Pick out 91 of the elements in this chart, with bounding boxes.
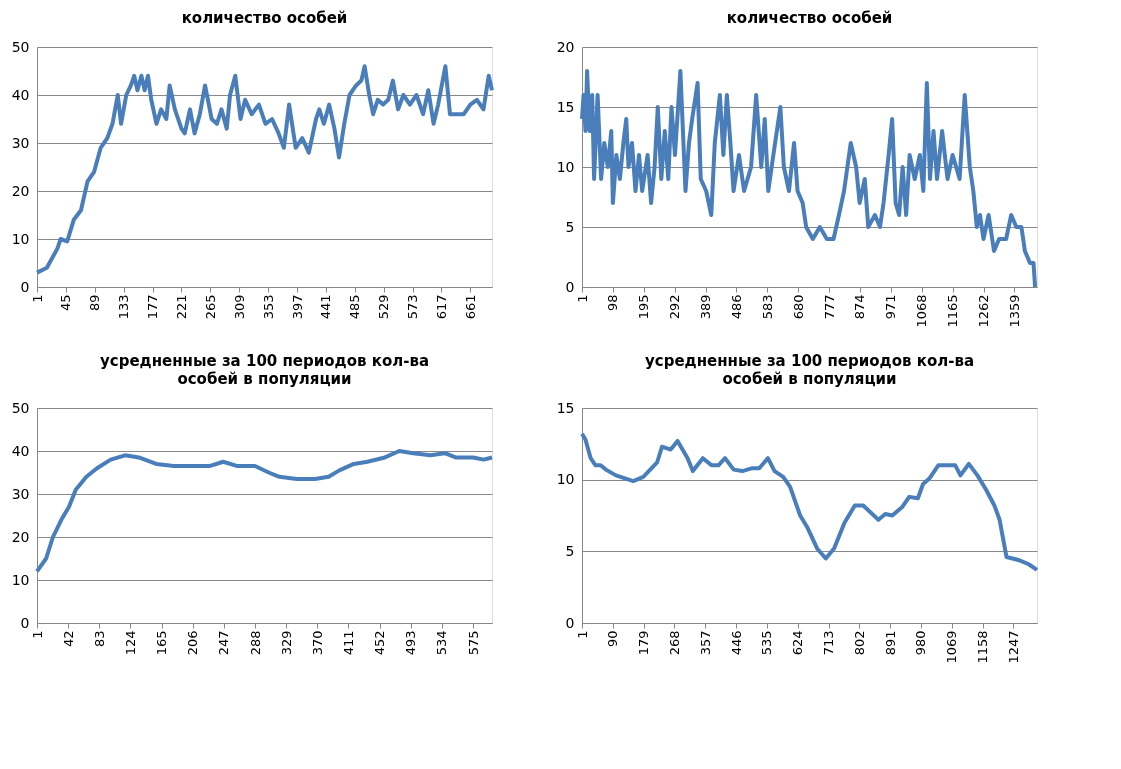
x-tick-label: 1165 bbox=[945, 294, 961, 328]
chart-title: усредненные за 100 периодов кол-ва bbox=[644, 352, 975, 370]
chart-title: количество особей bbox=[181, 9, 348, 27]
x-tick-label: 573 bbox=[405, 294, 421, 320]
x-tick-label: 1 bbox=[574, 294, 590, 303]
x-tick-label: 534 bbox=[434, 630, 450, 656]
x-tick-label: 1262 bbox=[976, 294, 992, 328]
y-tick-label: 15 bbox=[556, 98, 575, 115]
x-tick-label: 624 bbox=[790, 630, 806, 656]
x-tick-label: 353 bbox=[260, 294, 276, 320]
x-tick-label: 441 bbox=[318, 294, 334, 320]
x-tick-label: 265 bbox=[202, 294, 218, 320]
x-tick-label: 874 bbox=[852, 294, 868, 320]
x-tick-label: 370 bbox=[309, 630, 325, 656]
x-tick-label: 397 bbox=[289, 294, 305, 320]
x-tick-label: 309 bbox=[231, 294, 247, 320]
x-tick-label: 1 bbox=[29, 630, 45, 639]
x-tick-label: 1 bbox=[29, 294, 45, 303]
x-tick-label: 177 bbox=[145, 294, 161, 320]
line-series bbox=[580, 431, 1039, 572]
x-tick-label: 195 bbox=[636, 294, 652, 320]
x-tick-label: 42 bbox=[60, 630, 76, 648]
y-tick-label: 0 bbox=[20, 278, 30, 295]
y-tick-label: 0 bbox=[565, 278, 575, 295]
x-tick-label: 617 bbox=[433, 294, 449, 320]
y-tick-label: 20 bbox=[556, 38, 575, 55]
chart-title: усредненные за 100 периодов кол-ва bbox=[99, 352, 430, 370]
x-tick-label: 485 bbox=[347, 294, 363, 320]
y-tick-label: 10 bbox=[556, 158, 575, 175]
y-tick-label: 10 bbox=[556, 471, 575, 488]
y-tick-label: 30 bbox=[11, 485, 30, 502]
x-tick-label: 583 bbox=[759, 294, 775, 320]
x-tick-label: 452 bbox=[372, 630, 388, 656]
x-tick-label: 45 bbox=[58, 294, 74, 312]
x-tick-label: 133 bbox=[116, 294, 132, 320]
x-tick-label: 1 bbox=[574, 630, 590, 639]
x-tick-label: 486 bbox=[728, 294, 744, 320]
x-tick-label: 1158 bbox=[975, 630, 991, 664]
x-tick-label: 411 bbox=[340, 630, 356, 656]
chart-subtitle: особей в популяции bbox=[722, 370, 897, 388]
y-tick-label: 5 bbox=[565, 542, 575, 559]
x-tick-label: 206 bbox=[185, 630, 201, 656]
x-tick-label: 575 bbox=[465, 630, 481, 656]
x-tick-label: 247 bbox=[216, 630, 232, 656]
line-series bbox=[35, 64, 494, 275]
x-tick-label: 179 bbox=[636, 630, 652, 656]
x-tick-label: 90 bbox=[605, 630, 621, 648]
x-tick-label: 288 bbox=[247, 630, 263, 656]
y-tick-label: 0 bbox=[565, 614, 575, 631]
x-tick-label: 389 bbox=[698, 294, 714, 320]
y-tick-label: 40 bbox=[11, 442, 30, 459]
y-tick-label: 20 bbox=[11, 182, 30, 199]
y-tick-label: 10 bbox=[11, 571, 30, 588]
y-tick-label: 40 bbox=[11, 86, 30, 103]
x-tick-label: 221 bbox=[173, 294, 189, 320]
y-tick-label: 0 bbox=[20, 614, 30, 631]
x-tick-label: 777 bbox=[821, 294, 837, 320]
chart-title: количество особей bbox=[726, 9, 893, 27]
x-tick-label: 329 bbox=[278, 630, 294, 656]
x-tick-label: 83 bbox=[91, 630, 107, 648]
x-tick-label: 124 bbox=[122, 630, 138, 656]
y-tick-label: 15 bbox=[556, 399, 575, 416]
y-tick-label: 50 bbox=[11, 38, 30, 55]
x-tick-label: 1247 bbox=[1005, 630, 1021, 664]
x-tick-label: 980 bbox=[913, 630, 929, 656]
y-tick-label: 10 bbox=[11, 230, 30, 247]
x-tick-label: 1359 bbox=[1006, 294, 1022, 328]
x-tick-label: 529 bbox=[376, 294, 392, 320]
y-tick-label: 5 bbox=[565, 218, 575, 235]
x-tick-label: 292 bbox=[667, 294, 683, 320]
x-tick-label: 661 bbox=[462, 294, 478, 320]
x-tick-label: 713 bbox=[821, 630, 837, 656]
x-tick-label: 891 bbox=[882, 630, 898, 656]
y-tick-label: 20 bbox=[11, 528, 30, 545]
chart-subtitle: особей в популяции bbox=[177, 370, 352, 388]
x-tick-label: 535 bbox=[759, 630, 775, 656]
y-tick-label: 50 bbox=[11, 399, 30, 416]
x-tick-label: 971 bbox=[883, 294, 899, 320]
y-tick-label: 30 bbox=[11, 134, 30, 151]
x-tick-label: 446 bbox=[728, 630, 744, 656]
x-tick-label: 89 bbox=[87, 294, 103, 312]
x-tick-label: 268 bbox=[666, 630, 682, 656]
x-tick-label: 680 bbox=[790, 294, 806, 320]
line-series bbox=[35, 449, 494, 574]
x-tick-label: 357 bbox=[697, 630, 713, 656]
x-tick-label: 98 bbox=[605, 294, 621, 312]
x-tick-label: 802 bbox=[851, 630, 867, 656]
x-tick-label: 1068 bbox=[914, 294, 930, 328]
x-tick-label: 493 bbox=[403, 630, 419, 656]
x-tick-label: 1069 bbox=[944, 630, 960, 664]
x-tick-label: 165 bbox=[154, 630, 170, 656]
